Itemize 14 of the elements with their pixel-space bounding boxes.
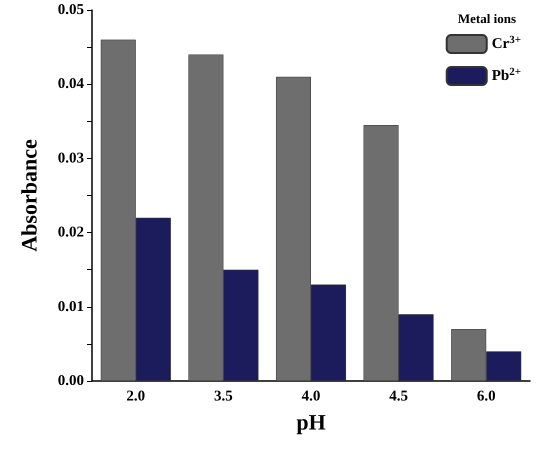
y-tick-label: 0.04 [58,76,84,92]
x-tick-label: 3.5 [214,388,233,404]
y-tick-label: 0.01 [58,298,84,315]
y-tick-label: 0.05 [58,2,84,18]
legend-title: Metal ions [458,11,516,26]
x-tick-label: 4.0 [302,388,320,404]
y-tick-label: 0.03 [58,150,84,166]
x-tick-label: 2.0 [126,388,146,404]
x-tick-label: 6.0 [476,388,496,404]
y-tick-label: 0.00 [58,373,84,389]
x-axis-title: pH [296,410,326,434]
y-axis-title: Absorbance [16,139,42,252]
y-tick-label: 0.02 [58,224,84,241]
x-tick-label: 4.5 [389,388,408,404]
